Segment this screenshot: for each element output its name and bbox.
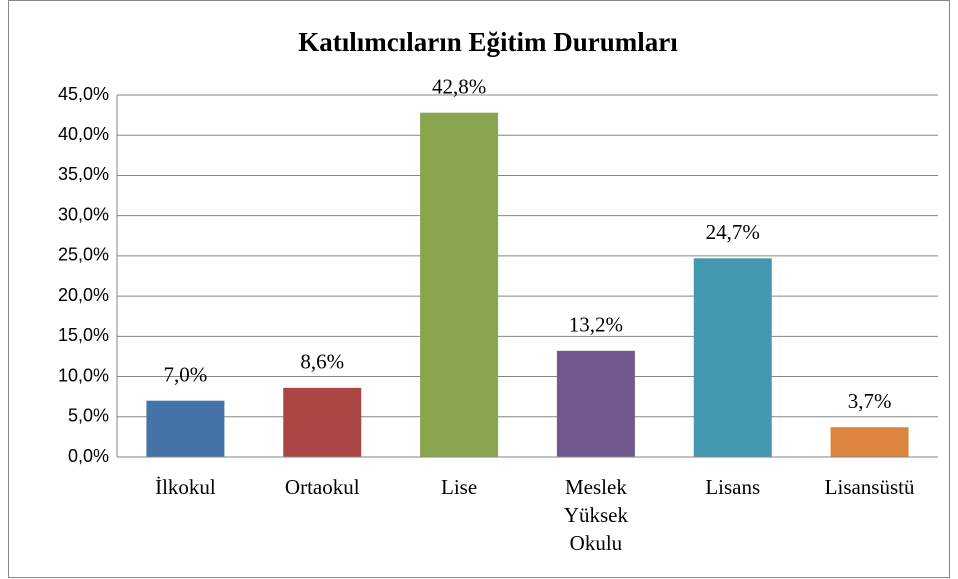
y-tick-label: 35,0% [58,164,109,184]
bar [420,112,499,457]
data-label: 8,6% [300,350,344,374]
x-tick-label: Lise [441,475,477,499]
x-tick-label: Lisans [705,475,760,499]
bar [283,387,362,457]
y-tick-label: 0,0% [68,446,109,466]
data-label: 24,7% [706,220,760,244]
y-tick-label: 30,0% [58,204,109,224]
y-tick-label: 5,0% [68,406,109,426]
x-tick-label: Meslek Yüksek Okulu [564,475,629,555]
data-label: 13,2% [569,313,623,337]
bar [830,427,909,457]
x-tick-label: Ortaokul [285,475,360,499]
data-label: 3,7% [848,389,892,413]
bar [693,258,772,457]
x-tick-label: İlkokul [155,475,216,499]
y-tick-label: 25,0% [58,245,109,265]
y-tick-label: 15,0% [58,325,109,345]
x-tick-label: Lisansüstü [825,475,915,499]
chart-title: Katılımcıların Eğitim Durumları [298,27,678,57]
data-label: 7,0% [164,363,208,387]
y-tick-label: 45,0% [58,84,109,104]
data-label: 42,8% [432,75,486,99]
y-tick-label: 40,0% [58,124,109,144]
y-tick-label: 20,0% [58,285,109,305]
bar [556,350,635,457]
bar [146,400,225,457]
y-tick-label: 10,0% [58,365,109,385]
